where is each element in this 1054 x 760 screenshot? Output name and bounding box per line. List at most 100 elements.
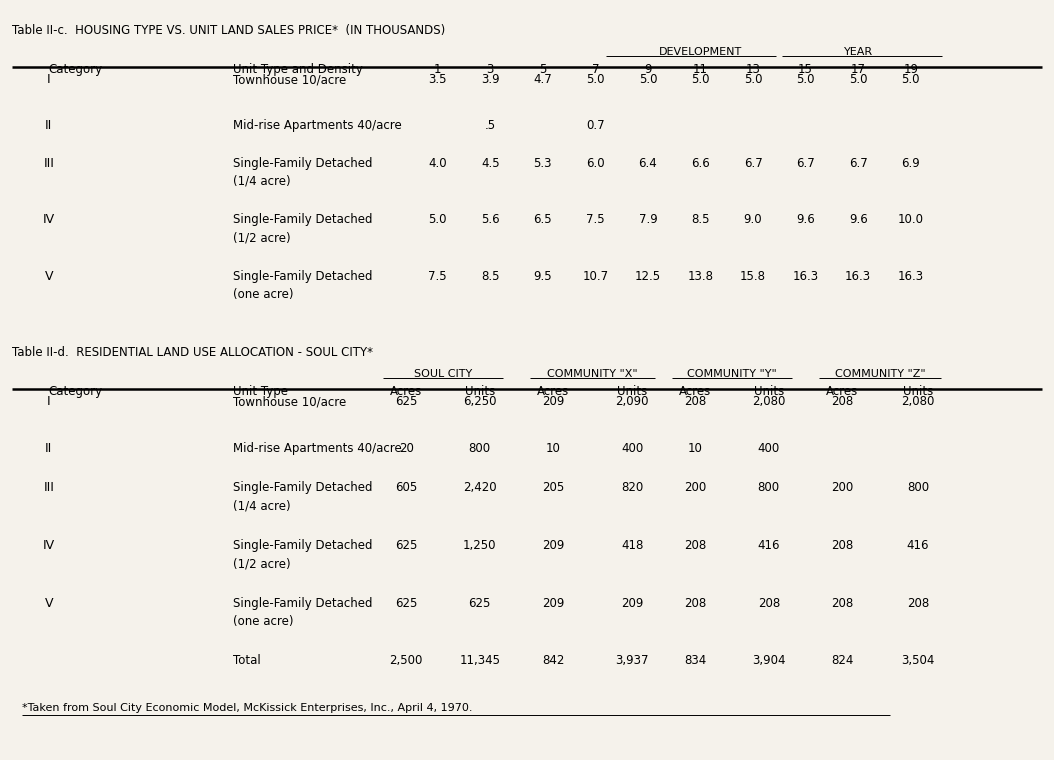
Text: Single-Family Detached
(1/2 acre): Single-Family Detached (1/2 acre) bbox=[233, 214, 372, 245]
Text: Mid-rise Apartments 40/acre: Mid-rise Apartments 40/acre bbox=[233, 442, 402, 455]
Text: .5: .5 bbox=[485, 119, 495, 131]
Text: 625: 625 bbox=[469, 597, 491, 610]
Text: 10: 10 bbox=[546, 442, 561, 455]
Text: DEVELOPMENT: DEVELOPMENT bbox=[659, 47, 742, 57]
Text: 6.0: 6.0 bbox=[586, 157, 605, 169]
Text: I: I bbox=[46, 395, 51, 408]
Text: 10: 10 bbox=[688, 442, 703, 455]
Text: 834: 834 bbox=[684, 654, 706, 667]
Text: 0.7: 0.7 bbox=[586, 119, 605, 131]
Text: Acres: Acres bbox=[538, 385, 569, 398]
Text: 5.0: 5.0 bbox=[639, 73, 657, 87]
Text: 5.0: 5.0 bbox=[797, 73, 815, 87]
Text: 800: 800 bbox=[758, 482, 780, 495]
Text: 3.9: 3.9 bbox=[481, 73, 500, 87]
Text: Units: Units bbox=[465, 385, 494, 398]
Text: 13.8: 13.8 bbox=[687, 271, 714, 283]
Text: 2,420: 2,420 bbox=[463, 482, 496, 495]
Text: 7.9: 7.9 bbox=[639, 214, 658, 226]
Text: 5.0: 5.0 bbox=[691, 73, 709, 87]
Text: 200: 200 bbox=[832, 482, 854, 495]
Text: Unit Type and Density: Unit Type and Density bbox=[233, 64, 363, 77]
Text: Single-Family Detached
(one acre): Single-Family Detached (one acre) bbox=[233, 597, 372, 628]
Text: Units: Units bbox=[903, 385, 933, 398]
Text: IV: IV bbox=[42, 539, 55, 552]
Text: 5.0: 5.0 bbox=[744, 73, 762, 87]
Text: Unit Type: Unit Type bbox=[233, 385, 288, 398]
Text: 5.0: 5.0 bbox=[848, 73, 867, 87]
Text: 3.5: 3.5 bbox=[428, 73, 447, 87]
Text: Acres: Acres bbox=[390, 385, 423, 398]
Text: 12.5: 12.5 bbox=[635, 271, 661, 283]
Text: 208: 208 bbox=[832, 539, 854, 552]
Text: 6.5: 6.5 bbox=[533, 214, 552, 226]
Text: 9.5: 9.5 bbox=[533, 271, 552, 283]
Text: 820: 820 bbox=[621, 482, 643, 495]
Text: 9.0: 9.0 bbox=[744, 214, 762, 226]
Text: Category: Category bbox=[48, 385, 103, 398]
Text: 9: 9 bbox=[644, 64, 651, 77]
Text: 208: 208 bbox=[832, 597, 854, 610]
Text: 205: 205 bbox=[542, 482, 564, 495]
Text: 2,080: 2,080 bbox=[753, 395, 785, 408]
Text: 7.5: 7.5 bbox=[586, 214, 605, 226]
Text: Category: Category bbox=[48, 64, 103, 77]
Text: 208: 208 bbox=[684, 539, 706, 552]
Text: Single-Family Detached
(1/4 acre): Single-Family Detached (1/4 acre) bbox=[233, 482, 372, 512]
Text: 625: 625 bbox=[395, 395, 417, 408]
Text: 3: 3 bbox=[487, 64, 494, 77]
Text: 11: 11 bbox=[692, 64, 708, 77]
Text: II: II bbox=[45, 442, 53, 455]
Text: 4.7: 4.7 bbox=[533, 73, 552, 87]
Text: 208: 208 bbox=[832, 395, 854, 408]
Text: 7.5: 7.5 bbox=[428, 271, 447, 283]
Text: 20: 20 bbox=[398, 442, 413, 455]
Text: 1: 1 bbox=[434, 64, 442, 77]
Text: 200: 200 bbox=[684, 482, 706, 495]
Text: III: III bbox=[43, 482, 54, 495]
Text: 16.3: 16.3 bbox=[793, 271, 819, 283]
Text: 5.0: 5.0 bbox=[586, 73, 605, 87]
Text: 5.0: 5.0 bbox=[428, 214, 447, 226]
Text: 6.7: 6.7 bbox=[744, 157, 762, 169]
Text: V: V bbox=[44, 271, 53, 283]
Text: 6.4: 6.4 bbox=[639, 157, 658, 169]
Text: 605: 605 bbox=[395, 482, 417, 495]
Text: 17: 17 bbox=[851, 64, 865, 77]
Text: 5: 5 bbox=[539, 64, 546, 77]
Text: 6,250: 6,250 bbox=[463, 395, 496, 408]
Text: Single-Family Detached
(one acre): Single-Family Detached (one acre) bbox=[233, 271, 372, 301]
Text: 6.7: 6.7 bbox=[796, 157, 815, 169]
Text: 842: 842 bbox=[542, 654, 565, 667]
Text: 4.0: 4.0 bbox=[428, 157, 447, 169]
Text: 2,090: 2,090 bbox=[616, 395, 649, 408]
Text: Acres: Acres bbox=[826, 385, 859, 398]
Text: Total: Total bbox=[233, 654, 260, 667]
Text: II: II bbox=[45, 119, 53, 131]
Text: III: III bbox=[43, 157, 54, 169]
Text: YEAR: YEAR bbox=[843, 47, 873, 57]
Text: Table II-c.  HOUSING TYPE VS. UNIT LAND SALES PRICE*  (IN THOUSANDS): Table II-c. HOUSING TYPE VS. UNIT LAND S… bbox=[12, 24, 445, 37]
Text: 19: 19 bbox=[903, 64, 918, 77]
Text: COMMUNITY "X": COMMUNITY "X" bbox=[547, 369, 638, 378]
Text: I: I bbox=[46, 73, 51, 87]
Text: 800: 800 bbox=[907, 482, 930, 495]
Text: 209: 209 bbox=[542, 597, 565, 610]
Text: 5.0: 5.0 bbox=[901, 73, 920, 87]
Text: Units: Units bbox=[617, 385, 647, 398]
Text: 208: 208 bbox=[684, 597, 706, 610]
Text: Acres: Acres bbox=[679, 385, 711, 398]
Text: 625: 625 bbox=[395, 597, 417, 610]
Text: Single-Family Detached
(1/4 acre): Single-Family Detached (1/4 acre) bbox=[233, 157, 372, 188]
Text: 5.6: 5.6 bbox=[481, 214, 500, 226]
Text: 16.3: 16.3 bbox=[898, 271, 923, 283]
Text: 208: 208 bbox=[906, 597, 930, 610]
Text: 9.6: 9.6 bbox=[848, 214, 867, 226]
Text: 208: 208 bbox=[684, 395, 706, 408]
Text: 2,500: 2,500 bbox=[389, 654, 423, 667]
Text: 15.8: 15.8 bbox=[740, 271, 766, 283]
Text: 16.3: 16.3 bbox=[845, 271, 872, 283]
Text: 209: 209 bbox=[621, 597, 643, 610]
Text: 3,937: 3,937 bbox=[616, 654, 649, 667]
Text: Mid-rise Apartments 40/acre: Mid-rise Apartments 40/acre bbox=[233, 119, 402, 131]
